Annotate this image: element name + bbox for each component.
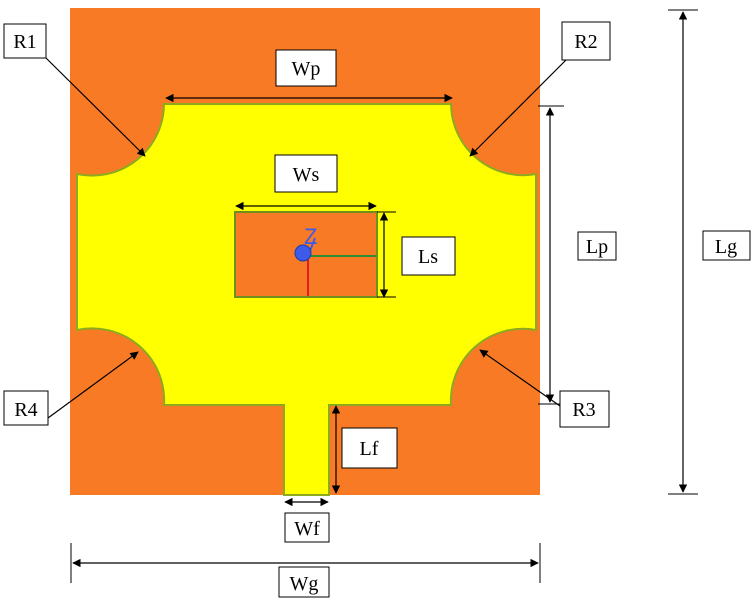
wg-label-box bbox=[278, 566, 330, 598]
axis-origin-icon bbox=[294, 244, 312, 262]
r3-label-box bbox=[559, 390, 610, 428]
lg-label: Lg bbox=[715, 236, 737, 258]
r1-label-box bbox=[3, 23, 47, 59]
ls-label: Ls bbox=[418, 246, 438, 268]
r3-leader bbox=[479, 349, 561, 407]
wf-label-box bbox=[284, 512, 330, 543]
axis-marker: Z bbox=[294, 224, 376, 296]
r2-label-box bbox=[561, 21, 611, 61]
wf-label: Wf bbox=[294, 518, 320, 540]
r1-label: R1 bbox=[13, 31, 36, 53]
lf-label: Lf bbox=[360, 438, 379, 460]
wp-label-box bbox=[275, 49, 337, 87]
r4-leader bbox=[47, 351, 139, 419]
lp-label: Lp bbox=[586, 236, 608, 258]
r4-label: R4 bbox=[14, 399, 37, 421]
ws-label-box bbox=[274, 154, 338, 193]
lf-label-box bbox=[341, 427, 398, 469]
lp-label-box bbox=[577, 231, 617, 261]
ls-label-box bbox=[401, 236, 456, 276]
r4-label-box bbox=[3, 390, 49, 426]
axis-z-label: Z bbox=[304, 224, 317, 249]
r2-label: R2 bbox=[574, 31, 597, 53]
r1-leader bbox=[45, 57, 146, 157]
r3-label: R3 bbox=[572, 399, 595, 421]
r2-leader bbox=[469, 59, 567, 157]
radiating-patch bbox=[76, 103, 537, 496]
wp-label: Wp bbox=[292, 58, 321, 80]
wg-label: Wg bbox=[290, 573, 319, 595]
lg-label-box bbox=[702, 230, 751, 261]
ws-label: Ws bbox=[293, 164, 320, 186]
